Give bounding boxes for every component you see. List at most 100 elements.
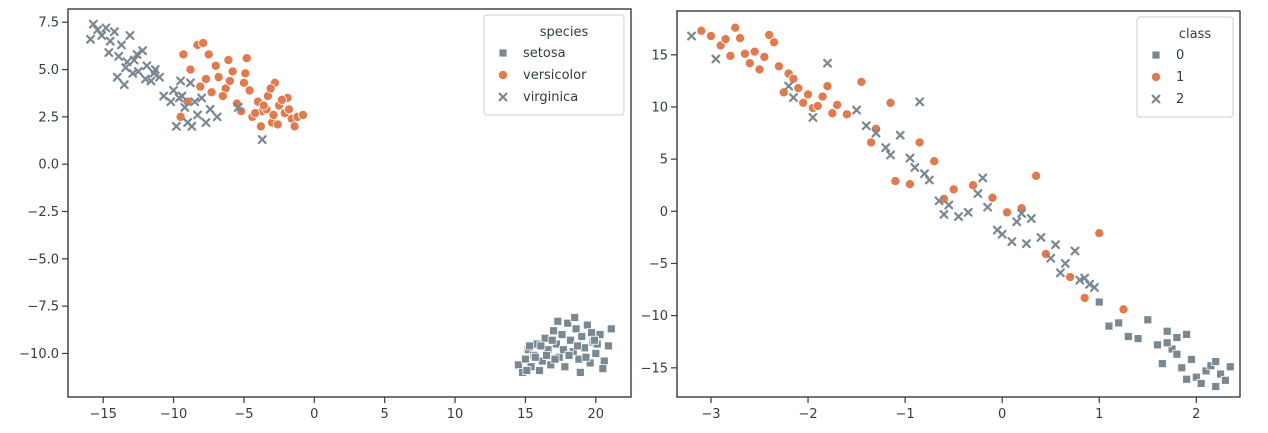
data-point [1182,374,1192,384]
x-tick-label: 2 [1192,407,1200,422]
x-marker-stroke [983,202,993,212]
legend-label: 2 [1176,92,1184,107]
data-point [104,48,114,58]
series-0 [1094,297,1235,391]
data-point [963,207,973,217]
x-marker-stroke [861,121,871,131]
x-marker-stroke [910,162,920,172]
data-point [890,176,901,187]
x-tick-label: −10 [160,407,187,422]
data-point [1196,379,1206,388]
x-marker-stroke [886,150,896,160]
legend-marker [498,92,508,102]
data-point [725,50,736,61]
x-marker-stroke [104,48,114,58]
data-point [749,46,760,57]
x-marker-stroke [169,85,179,95]
data-point [954,212,963,222]
x-marker-stroke [176,76,186,86]
x-tick-label: −3 [701,407,720,422]
x-marker-stroke [187,121,197,131]
data-point [591,349,601,358]
x-marker-stroke [197,93,207,103]
data-point [606,324,616,334]
data-point [822,81,833,92]
y-tick-label: 7.5 [38,16,59,31]
data-point [841,109,852,120]
legend: species setosa versicolor virginica [483,14,625,116]
data-point [1162,338,1172,348]
x-tick-label: 0 [998,407,1006,422]
data-point [1172,333,1182,342]
data-point [525,341,535,351]
data-point [788,73,799,84]
data-point [154,72,164,82]
x-marker-stroke [114,51,124,61]
data-point [1002,207,1013,218]
x-marker-stroke [954,212,963,222]
data-point [1012,217,1022,227]
data-point [881,143,891,153]
data-point [983,202,993,212]
data-point [559,345,568,355]
legend-title: species [540,25,589,40]
legend-label: 1 [1176,70,1184,85]
legend-label: setosa [523,46,566,61]
data-point [571,324,581,334]
data-point [159,91,169,101]
x-marker-stroke [1060,258,1070,268]
data-point [1182,330,1192,339]
data-point [822,58,832,68]
data-point [910,162,920,172]
data-point [595,330,605,339]
data-point [233,102,243,112]
data-point [604,341,613,351]
data-point [187,121,197,131]
x-marker-stroke [1046,253,1056,263]
data-point [1075,275,1085,285]
data-point [598,364,608,374]
x-marker-stroke [808,112,818,122]
data-point [1118,304,1129,315]
x-marker-stroke [934,196,944,206]
data-point [272,119,283,130]
x-marker-stroke [498,92,508,102]
x-marker-stroke [177,91,187,101]
data-point [1070,246,1080,256]
series-virginica [86,19,267,145]
data-point [904,179,915,190]
data-point [250,108,261,119]
x-tick-label: 5 [381,407,389,422]
data-point [803,89,814,100]
x-tick-label: 1 [1095,407,1103,422]
data-point [114,51,124,61]
y-tick-label: −15 [641,361,668,376]
legend-title: class [1179,27,1211,42]
x-marker-stroke [119,80,129,90]
data-point [128,68,138,78]
data-point [948,184,959,195]
data-point [521,354,530,364]
data-point [192,110,202,120]
data-point [582,320,592,330]
data-point [1211,382,1221,391]
x-marker-stroke [895,130,905,140]
legend: class 0 1 2 [1136,16,1234,118]
series-versicolor [175,38,309,132]
x-marker-stroke [1026,214,1036,224]
data-point [566,335,575,345]
data-point [812,100,823,111]
x-marker-stroke [171,121,181,131]
data-point [542,350,551,360]
x-marker-stroke [125,30,135,40]
data-point [1017,208,1027,218]
x-marker-stroke [1007,237,1017,247]
legend-label: versicolor [523,68,587,83]
legend-marker [1151,50,1161,60]
data-point [169,85,179,95]
data-point [177,91,187,101]
data-point [1079,292,1090,303]
data-point [109,27,119,37]
data-point [1225,362,1235,372]
data-point [978,173,988,183]
